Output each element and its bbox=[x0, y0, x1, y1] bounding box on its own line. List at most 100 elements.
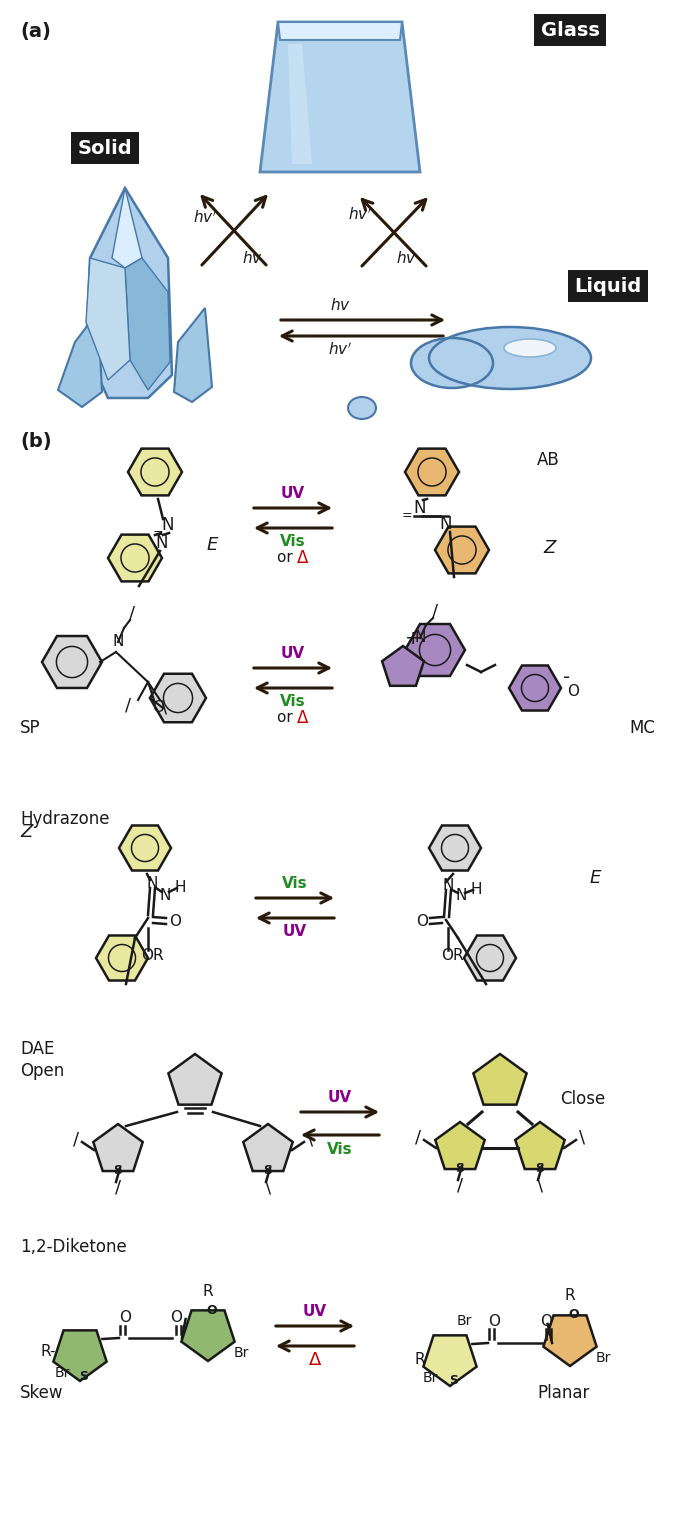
Polygon shape bbox=[429, 825, 481, 871]
Polygon shape bbox=[278, 21, 402, 40]
Polygon shape bbox=[435, 527, 489, 574]
Text: UV: UV bbox=[303, 1304, 327, 1320]
Polygon shape bbox=[509, 665, 561, 711]
Text: /: / bbox=[129, 606, 135, 622]
Text: (b): (b) bbox=[20, 432, 51, 451]
Text: OR: OR bbox=[440, 948, 463, 962]
Text: Br: Br bbox=[456, 1313, 472, 1329]
Polygon shape bbox=[125, 259, 170, 390]
Text: N: N bbox=[440, 514, 452, 533]
Text: O: O bbox=[540, 1313, 552, 1329]
Text: or: or bbox=[277, 711, 297, 726]
Text: /: / bbox=[73, 1131, 79, 1149]
Text: S: S bbox=[114, 1164, 123, 1178]
Polygon shape bbox=[169, 1055, 222, 1105]
Text: SP: SP bbox=[20, 718, 40, 737]
Polygon shape bbox=[93, 1125, 142, 1170]
Text: UV: UV bbox=[281, 647, 305, 662]
Text: Br: Br bbox=[595, 1352, 611, 1365]
Text: AB: AB bbox=[536, 451, 560, 469]
Polygon shape bbox=[86, 189, 172, 397]
Polygon shape bbox=[423, 1335, 477, 1387]
Text: $hv$: $hv$ bbox=[242, 250, 262, 266]
Polygon shape bbox=[543, 1315, 597, 1367]
Polygon shape bbox=[405, 624, 465, 676]
Text: N: N bbox=[162, 516, 174, 534]
Ellipse shape bbox=[411, 338, 493, 388]
Text: \: \ bbox=[161, 699, 167, 717]
Text: =: = bbox=[401, 510, 412, 522]
Text: S: S bbox=[536, 1163, 545, 1175]
Text: $\Delta$: $\Delta$ bbox=[297, 549, 310, 568]
Polygon shape bbox=[260, 21, 420, 172]
Text: UV: UV bbox=[328, 1090, 352, 1105]
Text: N: N bbox=[112, 635, 124, 650]
Text: $\Delta$: $\Delta$ bbox=[308, 1352, 322, 1368]
Text: -: - bbox=[564, 668, 571, 688]
Text: S: S bbox=[264, 1164, 273, 1178]
Polygon shape bbox=[174, 307, 212, 402]
Text: Hydrazone: Hydrazone bbox=[20, 810, 110, 828]
Text: Solid: Solid bbox=[77, 139, 132, 157]
Text: R: R bbox=[564, 1289, 575, 1303]
Text: O: O bbox=[488, 1313, 500, 1329]
Text: Vis: Vis bbox=[327, 1142, 353, 1157]
Polygon shape bbox=[53, 1330, 107, 1380]
Polygon shape bbox=[128, 449, 182, 495]
Polygon shape bbox=[108, 534, 162, 581]
Text: N: N bbox=[414, 630, 425, 645]
Text: H: H bbox=[174, 881, 186, 895]
Text: Br: Br bbox=[234, 1345, 249, 1361]
Polygon shape bbox=[119, 825, 171, 871]
Text: Z: Z bbox=[20, 823, 32, 842]
Text: H: H bbox=[470, 883, 482, 898]
Text: Z: Z bbox=[544, 539, 556, 557]
Text: \: \ bbox=[537, 1177, 543, 1195]
Text: Liquid: Liquid bbox=[575, 277, 642, 295]
Text: $\Delta$: $\Delta$ bbox=[297, 709, 310, 728]
Text: N: N bbox=[147, 877, 158, 892]
Text: \: \ bbox=[307, 1131, 313, 1149]
Text: /: / bbox=[115, 1180, 121, 1196]
Text: (a): (a) bbox=[20, 21, 51, 41]
Text: /: / bbox=[432, 603, 438, 621]
Text: $hv'$: $hv'$ bbox=[193, 210, 217, 227]
Text: O: O bbox=[169, 915, 181, 930]
Text: E: E bbox=[590, 869, 601, 887]
Polygon shape bbox=[150, 674, 206, 723]
Text: O: O bbox=[416, 915, 428, 930]
Polygon shape bbox=[96, 936, 148, 980]
Text: Close: Close bbox=[560, 1090, 606, 1108]
Text: $hv$: $hv$ bbox=[329, 297, 351, 314]
Text: +: + bbox=[405, 629, 421, 647]
Text: O: O bbox=[119, 1310, 131, 1326]
Text: Planar: Planar bbox=[538, 1383, 590, 1402]
Polygon shape bbox=[382, 645, 424, 686]
Text: Br: Br bbox=[54, 1367, 70, 1380]
Polygon shape bbox=[405, 449, 459, 495]
Text: O: O bbox=[170, 1310, 182, 1326]
Text: R-: R- bbox=[40, 1344, 55, 1359]
Polygon shape bbox=[288, 44, 312, 164]
Text: Vis: Vis bbox=[280, 534, 306, 549]
Ellipse shape bbox=[429, 327, 591, 390]
Text: Vis: Vis bbox=[282, 877, 308, 892]
Polygon shape bbox=[473, 1055, 527, 1105]
Text: N: N bbox=[414, 499, 426, 517]
Text: UV: UV bbox=[283, 924, 307, 939]
Text: $hv$: $hv$ bbox=[395, 250, 416, 266]
Text: N: N bbox=[443, 878, 453, 893]
Text: $hv'$: $hv'$ bbox=[328, 342, 352, 358]
Text: MC: MC bbox=[629, 718, 655, 737]
Text: Glass: Glass bbox=[540, 20, 599, 40]
Polygon shape bbox=[464, 936, 516, 980]
Text: /: / bbox=[457, 1177, 463, 1195]
Text: S: S bbox=[79, 1370, 88, 1382]
Text: N: N bbox=[160, 887, 171, 903]
Text: S: S bbox=[449, 1374, 458, 1388]
Text: O: O bbox=[567, 685, 579, 700]
Text: UV: UV bbox=[281, 487, 305, 502]
Text: R: R bbox=[203, 1283, 213, 1298]
Text: =: = bbox=[153, 528, 163, 540]
Text: OR: OR bbox=[140, 948, 163, 962]
